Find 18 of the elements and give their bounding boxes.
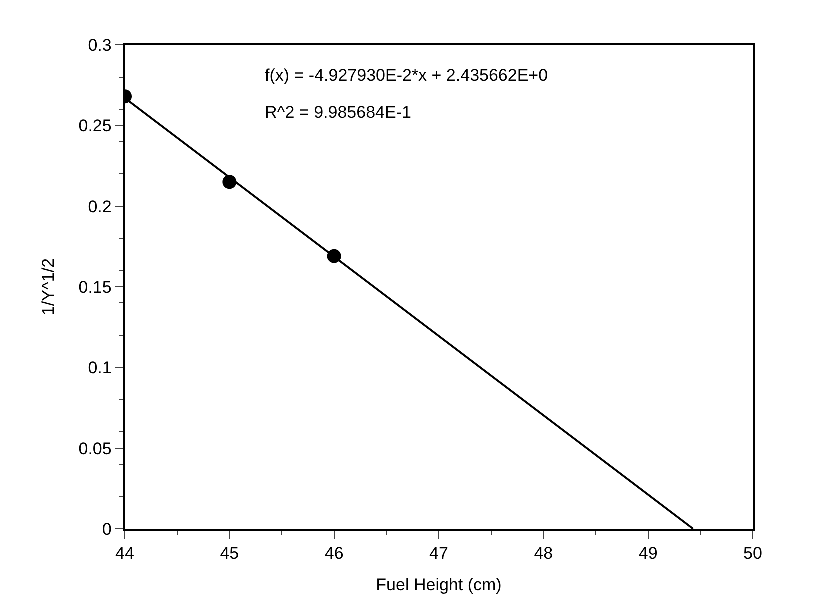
x-tick-label: 46 xyxy=(324,544,344,564)
y-tick-label: 0.15 xyxy=(78,278,112,297)
y-tick-label: 0.1 xyxy=(88,358,112,378)
x-tick-label: 45 xyxy=(220,544,240,564)
x-tick-label: 47 xyxy=(430,544,448,564)
x-tick-label: 49 xyxy=(638,544,658,564)
x-tick-label: 44 xyxy=(116,544,134,564)
y-tick-label: 0.05 xyxy=(78,439,112,458)
y-tick-label: 0.2 xyxy=(88,197,112,216)
annotation: f(x) = -4.927930E-2*x + 2.435662E+0 xyxy=(265,66,548,85)
y-tick-label: 0.3 xyxy=(88,36,112,55)
y-axis-title: 1/Y^1/2 xyxy=(38,258,58,316)
x-tick-label: 48 xyxy=(534,544,554,564)
x-tick-label: 50 xyxy=(744,544,762,564)
annotation: R^2 = 9.985684E-1 xyxy=(265,103,412,122)
y-tick-label: 0 xyxy=(102,520,112,539)
y-tick-label: 0.25 xyxy=(78,116,112,136)
x-axis-title: Fuel Height (cm) xyxy=(376,576,502,594)
